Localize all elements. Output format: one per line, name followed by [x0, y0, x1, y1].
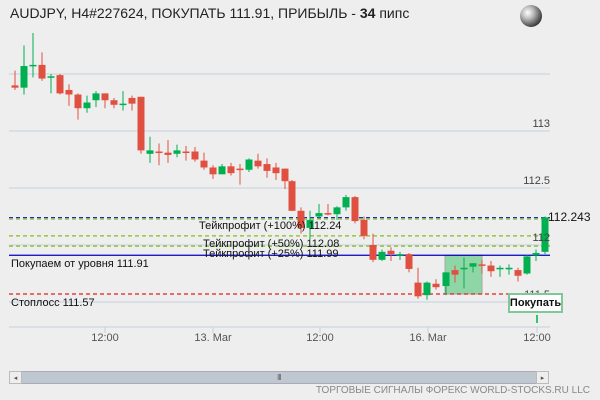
takeprofit-100-label: Тейкпрофит (+100%) 112.24	[199, 220, 342, 232]
takeprofit-25-label: Тейкпрофит (+25%) 111.99	[203, 248, 339, 260]
buy-signal-badge: Покупать	[508, 293, 563, 313]
profit-unit: пипс	[375, 5, 410, 21]
y-tick-112-5: 112.5	[523, 175, 550, 187]
y-tick-113: 113	[532, 118, 550, 130]
footer-credit: ТОРГОВЫЕ СИГНАЛЫ ФОРЕКС WORLD-STOCKS.RU …	[315, 385, 590, 396]
stoploss-label: Стоплосс 111.57	[11, 297, 95, 309]
chart-title: AUDJPY, H4#227624, ПОКУПАТЬ 111.91, ПРИБ…	[10, 5, 409, 21]
x-tick-label: 12:00	[91, 332, 119, 344]
scroll-right-button[interactable]: ▸	[536, 371, 549, 384]
takeprofit-50-label: Тейкпрофит (+50%) 112.08	[203, 238, 340, 250]
x-tick-label: 12:00	[523, 332, 551, 344]
scrollbar-grip[interactable]: III	[277, 373, 282, 382]
x-tick-label: 12:00	[306, 332, 334, 344]
entry-level-label: Покупаем от уровня 111.91	[11, 258, 149, 270]
scroll-left-button[interactable]: ◂	[9, 371, 22, 384]
title-prefix: AUDJPY, H4#227624, ПОКУПАТЬ 111.91, ПРИБ…	[10, 5, 360, 21]
globe-icon[interactable]	[520, 5, 542, 27]
x-tick-label: 13. Mar	[194, 332, 232, 344]
current-price-label: 112.243	[548, 210, 591, 224]
profit-value: 34	[359, 5, 376, 21]
y-tick-112: 112	[532, 232, 550, 244]
x-tick-label: 16. Mar	[409, 332, 447, 344]
horizontal-scrollbar[interactable]: ◂ III ▸	[9, 371, 549, 384]
